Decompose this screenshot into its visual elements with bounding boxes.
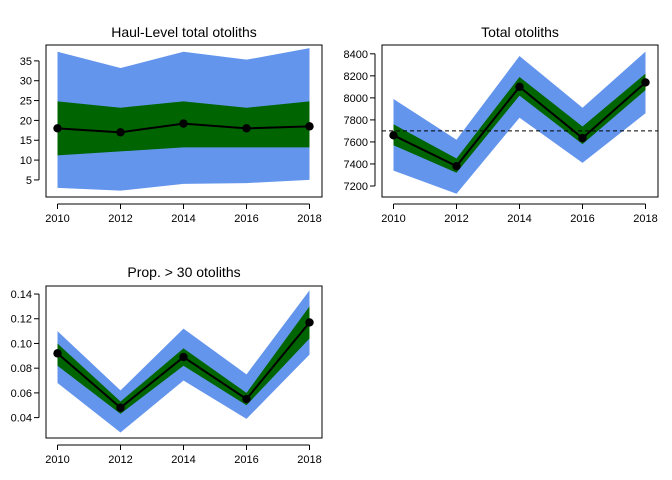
estimate-point xyxy=(242,394,251,404)
estimate-point xyxy=(515,82,524,92)
chart-title: Total otoliths xyxy=(481,24,559,40)
y-tick-label: 8000 xyxy=(344,93,368,105)
estimate-point xyxy=(179,352,188,362)
inner-interval-band xyxy=(393,73,646,173)
x-tick-label: 2014 xyxy=(507,213,531,225)
estimate-point xyxy=(452,161,461,171)
y-tick-label: 7200 xyxy=(344,181,368,193)
estimate-point xyxy=(179,119,188,128)
y-tick-label: 15 xyxy=(20,135,32,147)
y-tick-label: 5 xyxy=(26,175,32,187)
y-tick-label: 35 xyxy=(20,56,32,68)
y-tick-label: 0.08 xyxy=(11,363,32,375)
y-tick-label: 7600 xyxy=(344,137,368,149)
estimate-point xyxy=(116,403,125,412)
y-tick-label: 30 xyxy=(20,76,32,88)
x-tick-label: 2016 xyxy=(570,213,594,225)
x-tick-label: 2014 xyxy=(171,213,195,225)
y-tick-label: 8200 xyxy=(344,71,368,83)
estimate-point xyxy=(641,78,650,87)
y-tick-label: 0.06 xyxy=(11,388,32,400)
plot-frame xyxy=(381,44,659,198)
plot-frame xyxy=(45,285,323,439)
y-tick-label: 0.12 xyxy=(11,314,32,326)
outer-interval-band xyxy=(393,51,646,194)
y-tick-label: 20 xyxy=(20,115,32,127)
chart-title: Prop. > 30 otoliths xyxy=(127,264,240,280)
y-tick-label: 25 xyxy=(20,96,32,108)
x-tick-label: 2018 xyxy=(297,454,321,466)
x-tick-label: 2012 xyxy=(108,213,132,225)
y-tick-label: 7400 xyxy=(344,159,368,171)
chart-title: Haul-Level total otoliths xyxy=(111,24,257,40)
x-tick-label: 2012 xyxy=(444,213,468,225)
estimate-point xyxy=(116,128,125,137)
chart-panel-1: 2010 2012 2014 2016 2018 5 10 15 20 25 30 35 Haul-Le… xyxy=(20,24,323,225)
x-tick-label: 2016 xyxy=(234,454,258,466)
x-tick-label: 2010 xyxy=(45,213,69,225)
y-tick-label: 8400 xyxy=(344,49,368,61)
estimate-point xyxy=(53,349,62,358)
x-tick-label: 2018 xyxy=(633,213,657,225)
estimate-point xyxy=(305,318,314,327)
x-tick-label: 2010 xyxy=(45,454,69,466)
y-tick-label: 10 xyxy=(20,155,32,167)
x-tick-label: 2018 xyxy=(297,213,321,225)
inner-interval-band xyxy=(57,101,310,156)
estimate-point xyxy=(305,122,314,131)
x-tick-label: 2016 xyxy=(234,213,258,225)
estimate-point xyxy=(53,124,62,133)
y-tick-label: 7800 xyxy=(344,115,368,127)
y-tick-label: 0.10 xyxy=(11,338,32,350)
y-tick-label: 0.14 xyxy=(11,289,32,301)
plot-frame xyxy=(45,44,323,198)
estimate-point xyxy=(242,124,251,133)
x-tick-label: 2010 xyxy=(381,213,405,225)
chart-panel-3: 2010 2012 2014 2016 2018 0.04 0.06 0.08 0.10 0.12… xyxy=(11,264,323,466)
estimate-point xyxy=(578,133,587,143)
estimate-point xyxy=(389,131,398,140)
chart-panel-2: 2010 2012 2014 2016 2018 7200 7400 7600 7800 8000… xyxy=(344,24,659,225)
y-tick-label: 0.04 xyxy=(11,413,32,425)
x-tick-label: 2012 xyxy=(108,454,132,466)
x-tick-label: 2014 xyxy=(171,454,195,466)
